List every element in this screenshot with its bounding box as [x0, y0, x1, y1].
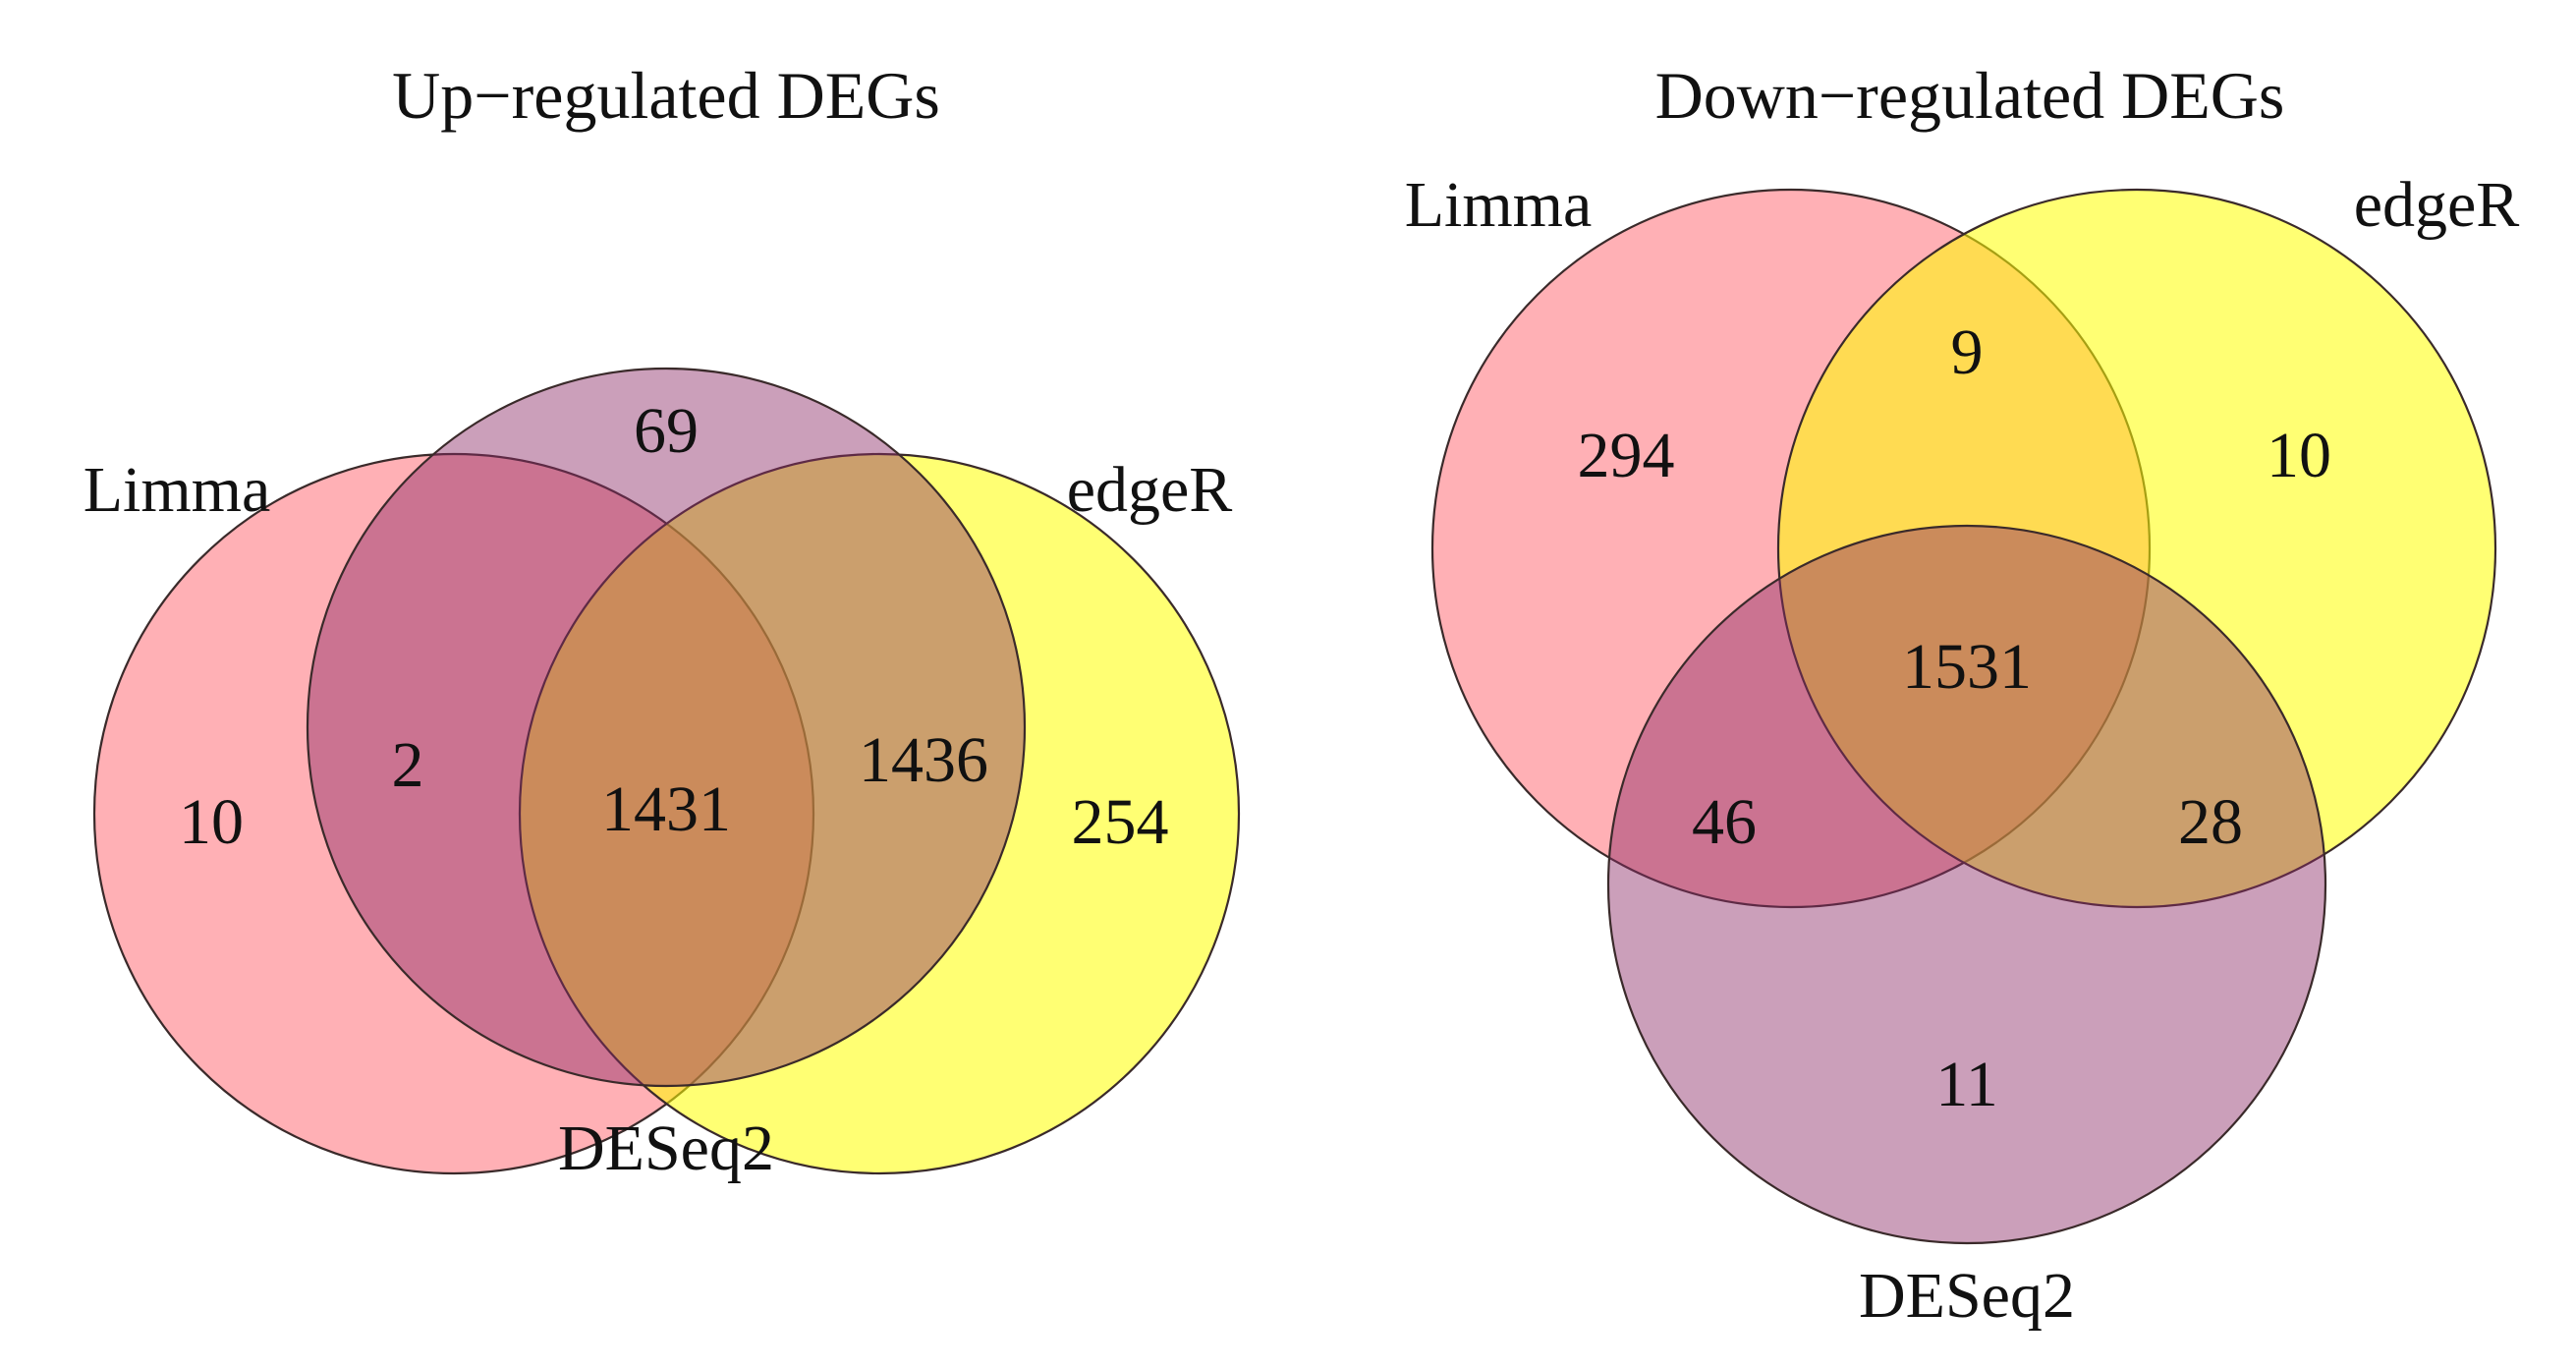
down-count-limma-only: 294 — [1578, 420, 1675, 491]
down-count-limma-edger: 9 — [1951, 316, 1984, 388]
up-label-limma: Limma — [84, 454, 271, 526]
down-count-edger-only: 10 — [2267, 420, 2331, 491]
down-count-limma-deseq2: 46 — [1692, 786, 1757, 858]
up-title: Up−regulated DEGs — [392, 58, 940, 133]
down-label-deseq2: DESeq2 — [1859, 1260, 2075, 1332]
down-count-deseq2-only: 11 — [1935, 1049, 1998, 1120]
venn-down-regulated: Down−regulated DEGs Limma edgeR DESeq2 2… — [1405, 58, 2520, 1332]
down-title: Down−regulated DEGs — [1655, 58, 2285, 133]
up-deseq2-circle — [306, 367, 1027, 1088]
up-count-limma-deseq2: 2 — [392, 729, 424, 801]
up-label-edger: edgeR — [1067, 454, 1233, 526]
down-label-edger: edgeR — [2354, 169, 2520, 241]
up-count-deseq2-only: 69 — [634, 395, 699, 467]
down-count-deseq2-edger: 28 — [2178, 786, 2243, 858]
up-count-deseq2-edger: 1436 — [859, 724, 988, 796]
up-label-deseq2: DESeq2 — [558, 1112, 774, 1184]
down-label-limma: Limma — [1405, 169, 1593, 241]
up-count-all-three: 1431 — [601, 773, 731, 845]
up-count-edger-only: 254 — [1072, 786, 1169, 858]
up-count-limma-only: 10 — [179, 786, 244, 858]
down-deseq2-circle — [1606, 524, 2327, 1245]
down-count-all-three: 1531 — [1902, 631, 2032, 703]
up-edger-circle — [518, 452, 1241, 1175]
down-edger-circle — [1776, 188, 2497, 909]
venn-up-regulated: Up−regulated DEGs Limma edgeR DESeq2 10 … — [84, 58, 1241, 1184]
